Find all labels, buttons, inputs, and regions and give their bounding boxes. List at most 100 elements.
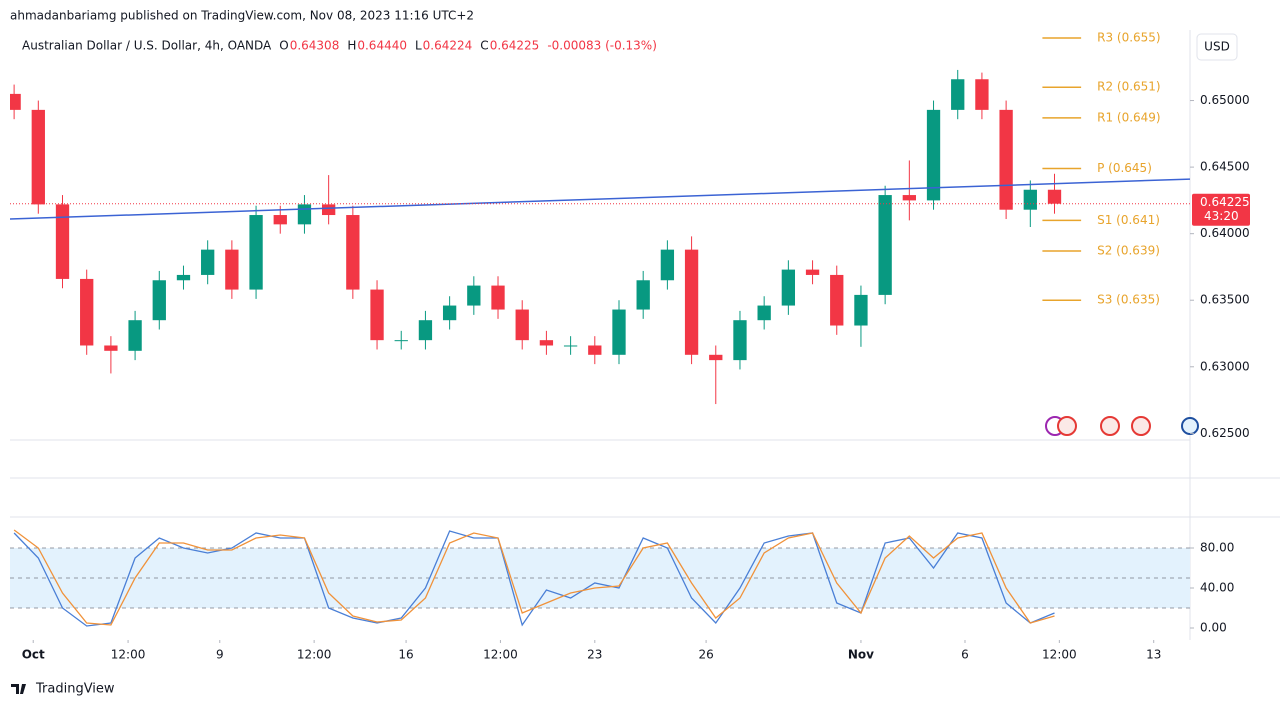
candle-body [176,274,191,281]
price-pane [10,37,1190,405]
x-tick-label: 26 [698,648,713,662]
currency[interactable]: USD [1204,40,1230,54]
candle-body [394,340,408,342]
candle-body [55,204,70,279]
y-tick-label: 0.63500 [1200,293,1250,307]
osc-tick-label: 40.00 [1200,581,1234,595]
candle-body [830,274,844,326]
y-tick-label: 0.63000 [1200,359,1250,373]
candle-body [902,195,916,201]
candle-body [975,79,989,110]
candle-body [781,269,796,306]
oscillator-line [13,529,1055,626]
countdown: 43:20 [1204,209,1239,223]
x-tick-label: Oct [22,648,45,662]
ohlc-key: L [415,39,422,53]
pivot-label: S1 (0.641) [1097,213,1160,227]
candle-body [999,109,1013,210]
brand: TradingView [35,682,115,697]
candle-body [733,320,747,361]
candle-body [321,204,336,216]
x-tick-label: 12:00 [111,648,146,662]
candle-body [563,345,578,347]
event-icon[interactable] [1181,417,1199,435]
candle-body [612,309,626,355]
x-tick-label: 23 [587,648,602,662]
ohlc-value: 0.64308 [290,39,340,53]
x-tick-label: 12:00 [297,648,332,662]
candle-body [128,320,142,351]
candle-body [515,309,529,341]
x-tick-label: 12:00 [1042,648,1077,662]
ohlc-key: C [480,39,488,53]
candle-body [539,340,554,346]
y-tick-label: 0.64500 [1200,160,1250,174]
ohlc-value: 0.64440 [357,39,407,53]
y-tick-label: 0.62500 [1200,426,1250,440]
ohlc-key: O [279,39,288,53]
candle-body [951,79,965,110]
candle-body [854,294,868,326]
candle-body [757,305,771,321]
osc-tick-label: 0.00 [1200,621,1227,635]
candle-body [370,289,384,341]
candle-body [684,249,699,355]
candle-body [104,345,118,351]
candle-body [442,305,457,321]
pivot-label: S3 (0.635) [1097,293,1160,307]
candle-body [249,215,263,290]
logo-mark [11,684,26,694]
candle-body [1047,189,1062,204]
event-icon[interactable] [1100,416,1120,436]
candle-body [80,278,94,346]
symbol-legend: Australian Dollar / U.S. Dollar, 4h, OAN… [22,39,272,53]
y-tick-label: 0.65000 [1200,93,1250,107]
x-tick-label: Nov [848,648,874,662]
trendline [10,178,1190,220]
ohlc-key: H [347,39,356,53]
candle-body [273,215,287,225]
candle-body [491,285,505,310]
x-tick-label: 6 [961,648,969,662]
candle-body [878,195,892,295]
pivot-label: P (0.645) [1097,161,1152,175]
pivot-label: R3 (0.655) [1097,30,1161,44]
x-tick-label: 12:00 [483,648,518,662]
event-icon[interactable] [1131,416,1151,436]
osc-tick-label: 80.00 [1200,541,1234,555]
ohlc-value: 0.64225 [490,39,540,53]
currency-box[interactable] [1196,33,1238,61]
candle-body [588,345,602,355]
event-icons[interactable] [1045,416,1199,436]
pivot-label: S2 (0.639) [1097,243,1160,257]
x-tick-label: 16 [398,648,413,662]
candle-body [418,320,433,341]
candle-body [10,93,21,110]
candle-body [152,280,166,321]
x-tick-label: 9 [216,648,224,662]
candle-body [660,249,675,281]
candle-body [926,109,941,201]
event-icon[interactable] [1057,416,1077,436]
candle-body [297,204,312,225]
ohlc-value: 0.64224 [423,39,473,53]
x-tick-label: 13 [1146,648,1161,662]
y-tick-label: 0.64000 [1200,226,1250,240]
tv-logo: TradingView [11,682,115,697]
last-price-box [1192,193,1250,226]
pivot-label: R2 (0.651) [1097,80,1161,94]
publish-info: ahmadanbariamg published on TradingView.… [10,9,474,23]
last-price: 0.64225 [1200,195,1250,209]
candle-body [467,285,481,306]
candle-body [346,215,360,290]
candle-body [709,354,723,361]
candle-body [201,249,215,275]
pivot-label: R1 (0.649) [1097,110,1161,124]
candle-body [1023,189,1037,210]
candle-body [636,280,650,310]
candle-body [805,269,820,275]
candle-body [225,249,239,290]
change: -0.00083 (-0.13%) [547,39,657,53]
candle-body [31,109,45,205]
